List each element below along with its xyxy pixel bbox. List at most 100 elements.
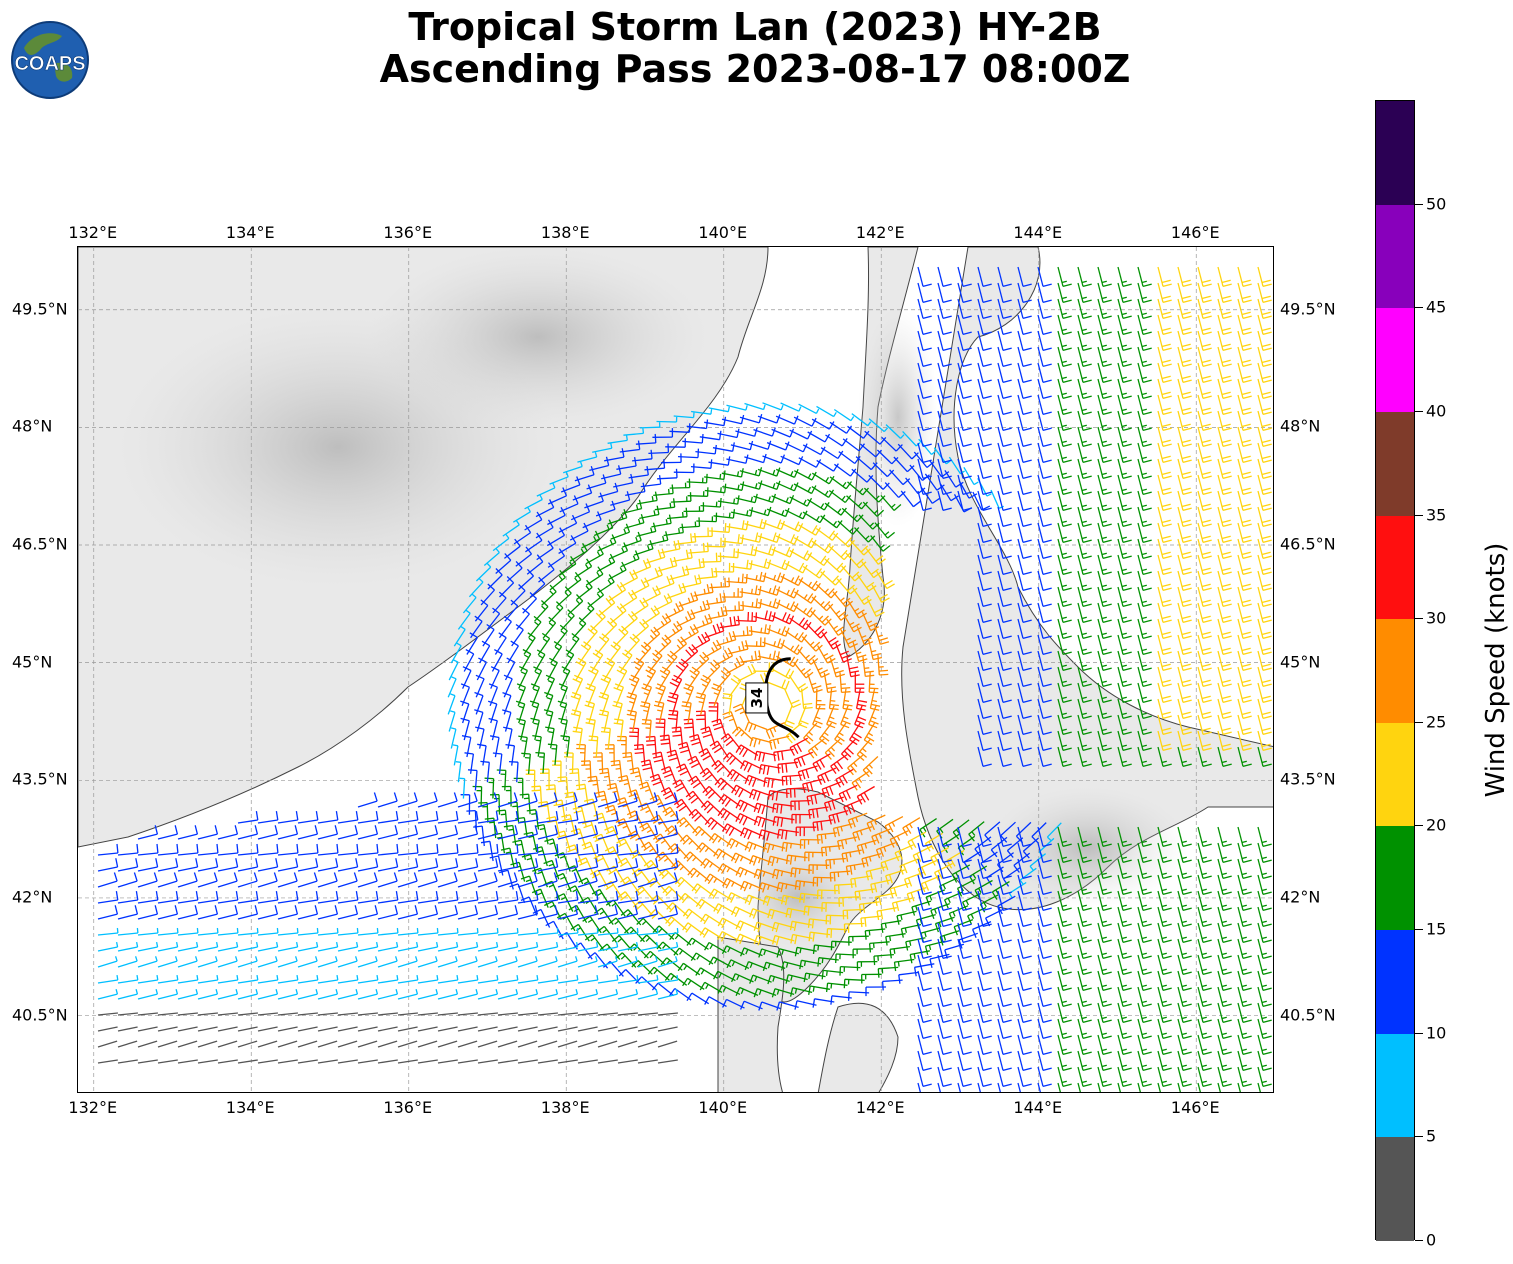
wind-barb: [615, 797, 632, 817]
wind-barb: [607, 641, 621, 664]
wind-barb: [137, 941, 159, 952]
wind-barb: [656, 416, 678, 423]
wind-barb: [657, 1059, 678, 1064]
wind-barb: [607, 508, 628, 525]
wind-barb: [802, 444, 826, 456]
wind-barb: [558, 717, 568, 741]
wind-barb: [518, 666, 528, 689]
wind-barb: [657, 858, 679, 872]
wind-barb: [824, 502, 847, 516]
wind-barb: [767, 790, 790, 801]
wind-barb: [517, 1040, 538, 1048]
colorbar-tick-label: 30: [1426, 608, 1447, 628]
wind-barb: [550, 641, 563, 664]
wind-barb: [679, 834, 702, 850]
wind-barb: [460, 794, 471, 815]
wind-barb: [794, 880, 817, 891]
wind-barb: [784, 630, 808, 643]
wind-barb: [512, 507, 531, 523]
wind-barb: [397, 974, 419, 984]
wind-barb: [776, 1001, 799, 1011]
wind-barb: [820, 515, 843, 529]
wind-barb: [753, 987, 777, 998]
wind-barb: [477, 905, 499, 920]
wind-barb: [629, 727, 640, 749]
coaps-logo: COAPS: [10, 20, 90, 100]
wind-barb: [784, 562, 808, 574]
wind-barb: [847, 600, 867, 619]
wind-barb: [538, 562, 555, 583]
wind-barb: [157, 1026, 178, 1032]
wind-barb: [563, 752, 574, 774]
wind-barb: [437, 890, 459, 904]
wind-barb: [557, 1012, 578, 1016]
wind-barb: [757, 585, 781, 596]
wind-barb: [889, 945, 910, 959]
wind-barb: [702, 785, 724, 802]
map-canvas[interactable]: 34: [78, 247, 1274, 1093]
wind-barb: [477, 872, 498, 888]
wind-barb: [593, 812, 610, 833]
wind-barb: [357, 843, 379, 856]
wind-barb: [577, 1040, 598, 1048]
wind-barb: [534, 823, 549, 845]
wind-barb: [477, 1040, 498, 1048]
wind-barb: [297, 858, 319, 872]
wind-barb: [789, 496, 813, 507]
wind-barb: [97, 927, 119, 936]
wind-barb: [861, 561, 882, 579]
wind-barb: [277, 956, 298, 968]
wind-barb: [597, 890, 619, 904]
wind-barbs-layer: [97, 266, 1272, 1092]
wind-barb: [524, 511, 543, 531]
wind-barb: [497, 858, 519, 872]
wind-barb: [700, 800, 723, 816]
wind-barb: [893, 456, 915, 473]
contour-label: 34: [745, 682, 769, 714]
wind-barb: [652, 428, 674, 438]
wind-barb: [1257, 826, 1272, 848]
wind-barb: [721, 823, 745, 836]
wind-barb: [902, 817, 921, 837]
wind-barb: [397, 1026, 418, 1032]
wind-barb: [572, 484, 593, 501]
wind-barb: [739, 532, 763, 543]
colorbar-tick-mark: [1415, 203, 1423, 205]
wind-barb: [821, 969, 844, 980]
wind-barb: [337, 872, 358, 888]
wind-barb: [397, 956, 418, 968]
wind-barb: [450, 642, 462, 664]
wind-barb: [847, 425, 870, 439]
wind-barb: [557, 872, 578, 888]
wind-barb: [377, 941, 399, 952]
wind-barb: [157, 872, 178, 888]
wind-barb: [197, 989, 219, 1000]
wind-barb: [475, 674, 485, 698]
wind-barb: [705, 592, 726, 606]
wind-barb: [504, 657, 516, 681]
wind-barb: [558, 514, 578, 533]
wind-barb: [257, 1026, 278, 1032]
map-panel[interactable]: 34: [77, 246, 1274, 1093]
wind-barb: [624, 514, 645, 529]
colorbar-tick-mark: [1415, 1136, 1423, 1138]
wind-barb: [569, 768, 581, 789]
wind-barb: [1257, 266, 1272, 288]
wind-barb: [517, 825, 539, 840]
wind-barb: [664, 972, 688, 986]
wind-barb: [758, 948, 781, 958]
wind-barb: [548, 601, 564, 623]
wind-barb: [97, 1012, 118, 1016]
wind-barb: [457, 1059, 478, 1064]
wind-barb: [730, 507, 754, 517]
wind-barb: [237, 974, 259, 984]
wind-barb: [357, 956, 378, 968]
wind-barb: [984, 821, 1001, 843]
colorbar-tick-label: 20: [1426, 815, 1447, 835]
wind-barb: [417, 890, 439, 904]
wind-barb: [673, 947, 696, 961]
wind-barb: [537, 905, 559, 920]
wind-barb: [357, 810, 379, 824]
plot-title-line1: Tropical Storm Lan (2023) HY-2B: [408, 5, 1102, 49]
wind-barb: [237, 810, 259, 824]
